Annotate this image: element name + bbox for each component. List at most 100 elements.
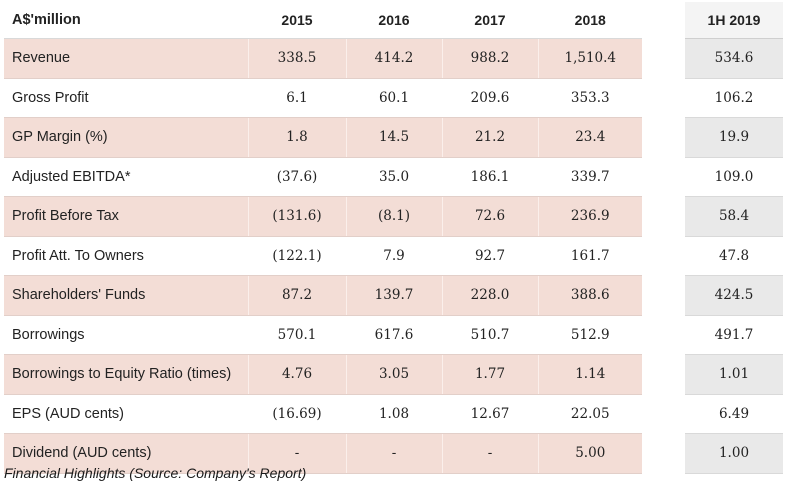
row-value: 1,510.4 (537, 38, 642, 79)
row-value: 236.9 (537, 196, 642, 237)
header-year: 2017 (441, 2, 538, 39)
row-value: 4.76 (247, 354, 346, 395)
row-label: Gross Profit (4, 78, 248, 118)
table-row: Profit Before Tax (131.6) (8.1) 72.6 236.9 (4, 196, 642, 237)
row-value: 72.6 (441, 196, 538, 237)
interim-row: 1.00 (685, 433, 783, 474)
row-label: EPS (AUD cents) (4, 394, 248, 434)
row-value: 21.2 (441, 117, 538, 158)
row-value: 92.7 (441, 236, 538, 276)
row-value: 338.5 (247, 38, 346, 79)
row-value: 1.14 (537, 354, 642, 395)
row-value: 60.1 (345, 78, 442, 118)
row-value: 161.7 (537, 236, 642, 276)
table-row: Dividend (AUD cents) - - -5.00 (4, 433, 642, 474)
row-label: Dividend (AUD cents) (4, 433, 248, 474)
row-label: Borrowings (4, 315, 248, 355)
row-value: 510.7 (441, 315, 538, 355)
row-value: 14.5 (345, 117, 442, 158)
table-row: Revenue 338.5 414.2 988.2 1,510.4 (4, 38, 642, 79)
row-label: Borrowings to Equity Ratio (times) (4, 354, 248, 395)
interim-value: 19.9 (685, 117, 783, 158)
interim-row: 109.0 (685, 157, 783, 197)
interim-row: 106.2 (685, 78, 783, 118)
row-label: Shareholders' Funds (4, 275, 248, 316)
row-value: (8.1) (345, 196, 442, 237)
row-label: Profit Att. To Owners (4, 236, 248, 276)
interim-header-row: 1H 2019 (685, 2, 783, 39)
table-row: Borrowings to Equity Ratio (times) 4.76 3.… (4, 354, 642, 395)
interim-row: 47.8 (685, 236, 783, 276)
row-value: - (247, 433, 346, 474)
row-value: 1.77 (441, 354, 538, 395)
row-value: 5.00 (537, 433, 642, 474)
interim-row: 491.7 (685, 315, 783, 355)
row-value: 7.9 (345, 236, 442, 276)
header-unit-label: A$'million (4, 2, 248, 39)
row-value: 388.6 (537, 275, 642, 316)
row-value: 988.2 (441, 38, 538, 79)
table-row: GP Margin (%) 1.8 14.5 21.2 23.4 (4, 117, 642, 158)
row-value: 12.67 (441, 394, 538, 434)
row-label: GP Margin (%) (4, 117, 248, 158)
row-value: 6.1 (247, 78, 346, 118)
table-row: Gross Profit 6.1 60.1 209.6 353.3 (4, 78, 642, 118)
interim-value: 534.6 (685, 38, 783, 79)
interim-value: 58.4 (685, 196, 783, 237)
row-value: 570.1 (247, 315, 346, 355)
row-value: 339.7 (537, 157, 642, 197)
row-value: 353.3 (537, 78, 642, 118)
row-label: Adjusted EBITDA* (4, 157, 248, 197)
row-value: 1.8 (247, 117, 346, 158)
header-interim: 1H 2019 (685, 2, 783, 39)
row-value: - (345, 433, 442, 474)
interim-row: 534.6 (685, 38, 783, 79)
row-value: (16.69) (247, 394, 346, 434)
row-value: 87.2 (247, 275, 346, 316)
row-value: 22.05 (537, 394, 642, 434)
row-value: (131.6) (247, 196, 346, 237)
interim-value: 424.5 (685, 275, 783, 316)
interim-row: 424.5 (685, 275, 783, 316)
interim-value: 1.00 (685, 433, 783, 474)
row-value: 228.0 (441, 275, 538, 316)
header-year: 2018 (537, 2, 642, 39)
row-value: (122.1) (247, 236, 346, 276)
table-header-row: A$'million 2015 2016 2017 2018 (4, 2, 642, 39)
interim-value: 491.7 (685, 315, 783, 355)
interim-value: 6.49 (685, 394, 783, 434)
interim-row: 6.49 (685, 394, 783, 434)
table-row: Borrowings 570.1 617.6 510.7 512.9 (4, 315, 642, 355)
row-value: 209.6 (441, 78, 538, 118)
row-label: Profit Before Tax (4, 196, 248, 237)
interim-value: 109.0 (685, 157, 783, 197)
interim-value: 1.01 (685, 354, 783, 395)
interim-row: 19.9 (685, 117, 783, 158)
row-value: (37.6) (247, 157, 346, 197)
interim-table: 1H 2019 534.6 106.2 19.9 109.0 58.4 47.8 424.5… (685, 2, 783, 474)
row-value: - (441, 433, 538, 474)
row-label: Revenue (4, 38, 248, 79)
row-value: 35.0 (345, 157, 442, 197)
row-value: 1.08 (345, 394, 442, 434)
interim-value: 47.8 (685, 236, 783, 276)
interim-row: 58.4 (685, 196, 783, 237)
table-row: Profit Att. To Owners (122.1) 7.9 92.7 161.7 (4, 236, 642, 276)
row-value: 139.7 (345, 275, 442, 316)
interim-row: 1.01 (685, 354, 783, 395)
header-year: 2015 (247, 2, 346, 39)
table-caption: Financial Highlights (Source: Company's … (4, 465, 307, 481)
table-row: Adjusted EBITDA* (37.6) 35.0 186.1 339.7 (4, 157, 642, 197)
row-value: 23.4 (537, 117, 642, 158)
row-value: 186.1 (441, 157, 538, 197)
row-value: 414.2 (345, 38, 442, 79)
row-value: 617.6 (345, 315, 442, 355)
row-value: 512.9 (537, 315, 642, 355)
header-year: 2016 (345, 2, 442, 39)
table-row: EPS (AUD cents) (16.69) 1.08 12.67 22.05 (4, 394, 642, 434)
row-value: 3.05 (345, 354, 442, 395)
interim-value: 106.2 (685, 78, 783, 118)
table-row: Shareholders' Funds 87.2 139.7 228.0 388.6 (4, 275, 642, 316)
financial-table: A$'million 2015 2016 2017 2018 Revenue 33… (4, 2, 642, 474)
